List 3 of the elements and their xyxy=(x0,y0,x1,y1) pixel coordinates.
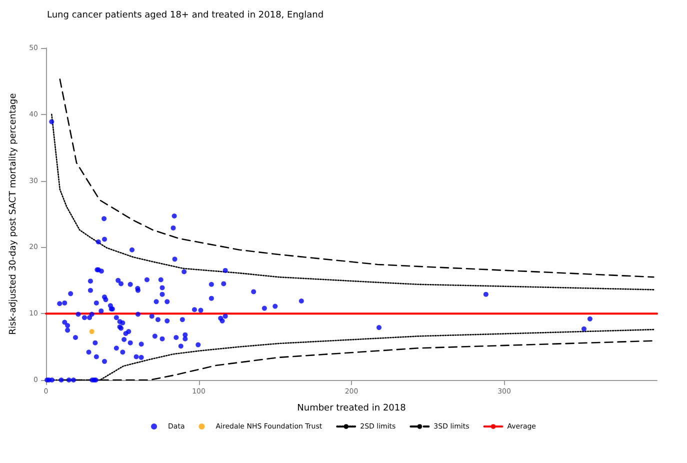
chart-title: Lung cancer patients aged 18+ and treated in 2018, England xyxy=(47,10,324,20)
x-axis-title: Number treated in 2018 xyxy=(297,404,406,414)
y-axis-title: Risk-adjusted 30-day post SACT mortality percentage xyxy=(8,92,19,335)
